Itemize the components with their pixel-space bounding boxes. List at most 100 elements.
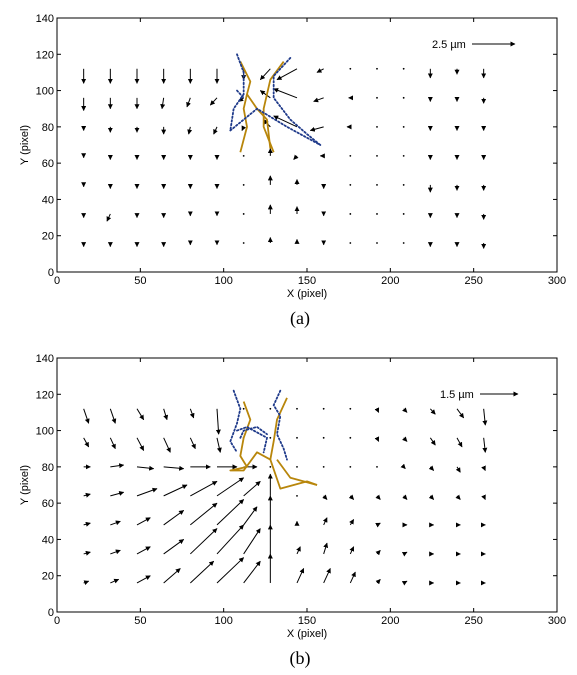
dotted-boundary-line (229, 53, 245, 132)
y-tick-label: 100 (36, 426, 54, 438)
solid-boundary-line (246, 93, 272, 149)
vector-arrow (402, 494, 408, 500)
y-tick-label: 140 (36, 13, 54, 25)
vector-arrow (243, 506, 258, 526)
y-ticks: 0 20 40 60 80 100 120 140 (36, 353, 557, 619)
vector-arrow (349, 465, 352, 468)
x-tick-label: 200 (381, 275, 399, 287)
boundary-lines (229, 389, 318, 490)
vector-arrow (163, 568, 181, 584)
vector-arrow (428, 465, 435, 471)
vector-arrow (349, 519, 355, 526)
vector-arrow (209, 97, 218, 106)
vector-arrow (375, 578, 381, 585)
vector-arrow (136, 465, 155, 471)
y-tick-label: 20 (42, 571, 54, 583)
vector-arrow (375, 549, 381, 556)
plot-frame (56, 357, 558, 613)
vector-arrow (163, 465, 185, 471)
vector-arrow (455, 494, 461, 500)
x-tick-label: 100 (214, 275, 232, 287)
vector-arrow (109, 408, 117, 424)
vector-arrow (216, 437, 222, 453)
vector-arrow (296, 407, 298, 410)
vector-arrow (401, 580, 408, 586)
vector-arrow (190, 480, 218, 497)
x-tick-label: 0 (54, 615, 60, 627)
vector-arrow (110, 578, 120, 584)
vector-arrow (136, 546, 151, 555)
vector-arrow (187, 126, 193, 135)
vector-arrow (376, 213, 378, 215)
scale-arrow-group: 2.5 µm (432, 39, 516, 51)
vector-field (81, 67, 487, 249)
vector-arrow (402, 407, 408, 413)
dotted-boundary-line (239, 425, 268, 439)
vector-arrow (163, 408, 169, 421)
vector-arrow (242, 184, 245, 186)
vector-arrow (322, 494, 328, 500)
vector-arrow (349, 67, 352, 70)
vector-arrow (242, 407, 245, 410)
vector-arrow (110, 520, 121, 526)
vector-arrow (296, 568, 305, 584)
vector-arrow (400, 463, 406, 470)
vector-arrow (482, 437, 488, 453)
vector-arrow (296, 436, 298, 439)
x-tick-label: 250 (464, 615, 482, 627)
dotted-boundary-line (229, 107, 322, 146)
x-tick-label: 150 (298, 275, 316, 287)
vector-arrow (313, 97, 324, 103)
vector-arrow (136, 575, 151, 584)
vector-arrow (402, 436, 408, 442)
x-tick-label: 50 (134, 615, 146, 627)
x-ticks: 0 50 100 150 200 250 300 (54, 358, 566, 627)
vector-arrow (309, 126, 324, 132)
vector-arrow (163, 437, 171, 453)
vector-arrow (374, 436, 380, 442)
vector-arrow (481, 465, 486, 471)
y-tick-label: 120 (36, 49, 54, 61)
vector-arrow (213, 126, 218, 135)
vector-arrow (216, 524, 245, 555)
vector-arrow (376, 154, 378, 157)
y-tick-label: 40 (42, 194, 54, 206)
vector-arrow (376, 242, 378, 244)
solid-boundary-line (269, 397, 288, 460)
vector-arrow (402, 213, 405, 215)
x-ticks: 0 50 100 150 200 250 300 (54, 18, 566, 287)
y-tick-label: 80 (42, 462, 54, 474)
vector-arrow (269, 436, 272, 439)
vector-arrow (259, 90, 271, 99)
y-tick-label: 80 (42, 122, 54, 134)
vector-arrow (83, 521, 91, 527)
vector-arrow (349, 436, 352, 439)
vector-arrow (402, 67, 405, 70)
dotted-boundary-line (236, 425, 269, 454)
scale-arrow-group: 1.5 µm (440, 389, 519, 401)
vector-arrow (296, 465, 298, 468)
vector-arrow (243, 480, 261, 497)
vector-arrow (189, 560, 215, 584)
y-axis-label: Y (pixel) (19, 125, 31, 165)
y-tick-label: 60 (42, 498, 54, 510)
vector-arrow (376, 465, 378, 468)
vector-arrow (242, 242, 245, 244)
x-axis-label: X (pixel) (287, 288, 327, 300)
vector-arrow (136, 408, 145, 421)
vector-arrow (296, 494, 298, 497)
vector-arrow (215, 408, 221, 435)
dotted-boundary-line (272, 57, 322, 146)
solid-boundary-line (229, 401, 318, 490)
y-tick-label: 60 (42, 158, 54, 170)
vector-arrow (401, 551, 408, 557)
vector-arrow (216, 499, 245, 526)
vector-arrow (276, 68, 298, 81)
vector-arrow (402, 242, 405, 244)
vector-arrow (375, 522, 381, 528)
x-tick-label: 100 (214, 615, 232, 627)
vector-arrow (216, 477, 245, 497)
x-axis-label: X (pixel) (287, 628, 327, 640)
vector-arrow (136, 487, 158, 497)
